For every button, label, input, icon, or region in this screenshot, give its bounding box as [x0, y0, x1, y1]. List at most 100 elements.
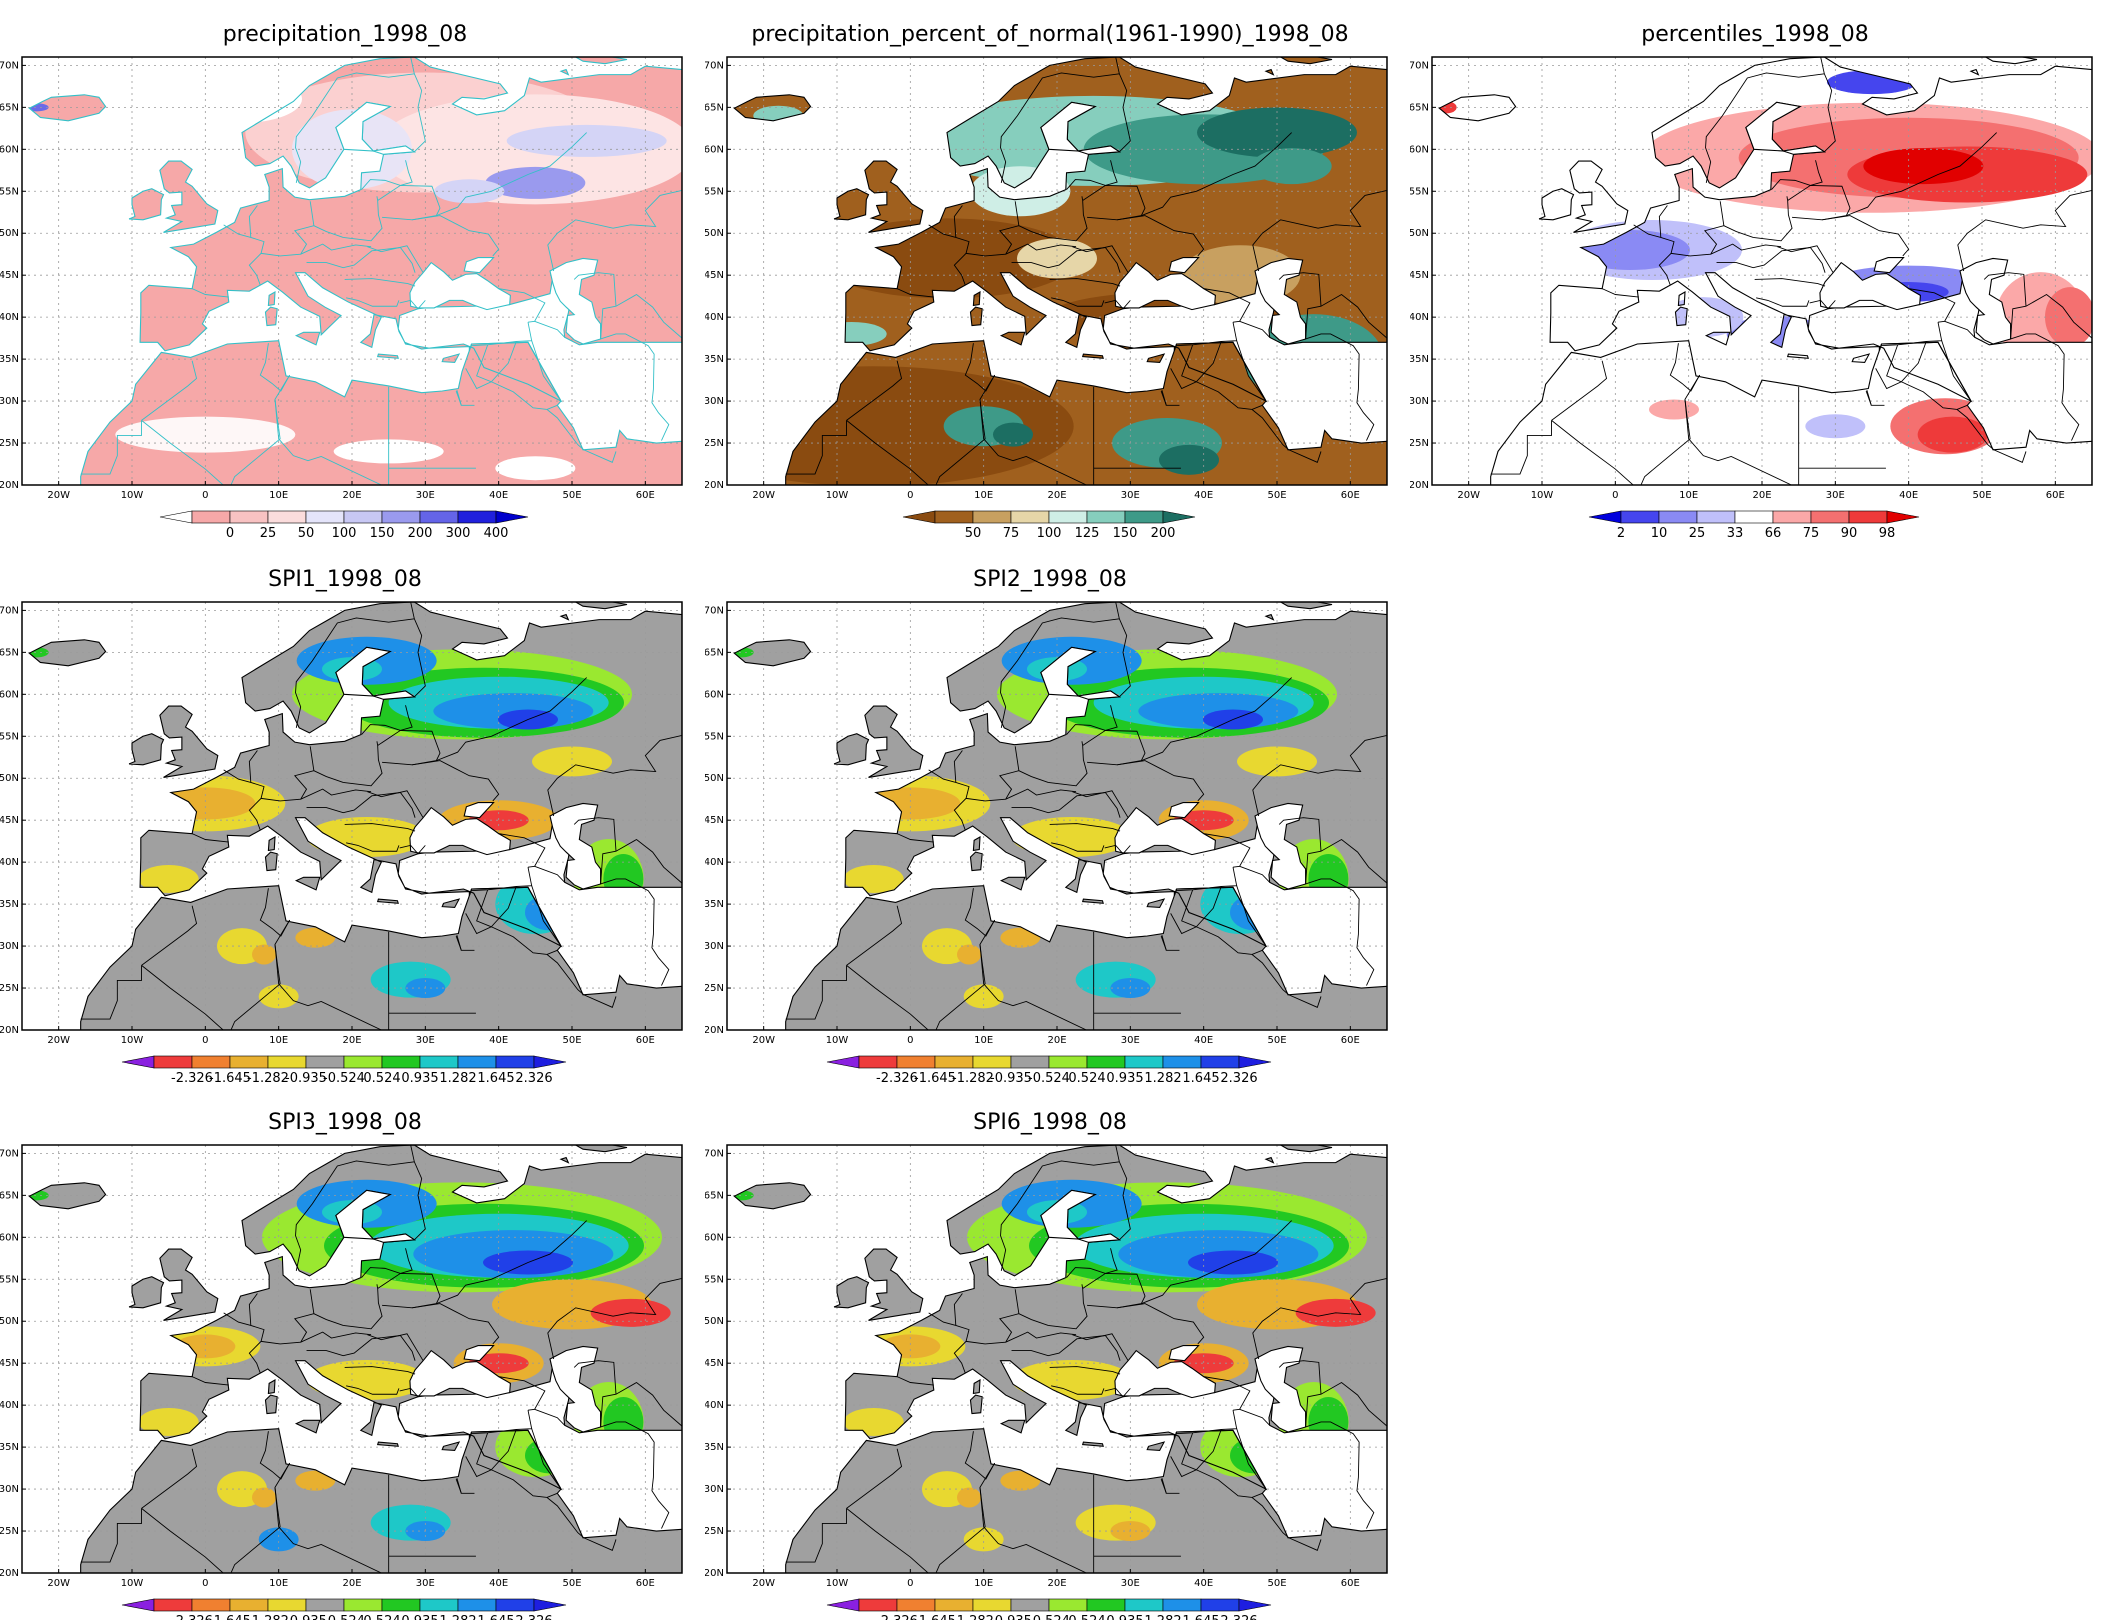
longitude-label: 20E [1047, 1035, 1066, 1046]
country-border [1236, 340, 1267, 402]
longitude-label: 10W [826, 1578, 849, 1589]
panel-spi3: SPI3_1998_08 70N 65N 60N 55N 50N 45N 40N 35N 30N… [0, 1108, 690, 1620]
longitude-label: 20W [752, 1578, 775, 1589]
country-border [1181, 1432, 1197, 1471]
colorbar-label: 0 [226, 526, 234, 540]
country-border [846, 360, 903, 421]
coastline [376, 898, 399, 904]
country-border [491, 381, 558, 410]
coastline [80, 1428, 682, 1573]
longitude-label: 30E [1826, 490, 1845, 501]
coastline [80, 885, 682, 1030]
colorbar-label: 0.935 [1106, 1614, 1143, 1620]
country-border [476, 344, 492, 383]
colorbar-segment [858, 1598, 898, 1612]
coastline [267, 290, 276, 307]
colorbar-label: -1.645 [209, 1071, 251, 1085]
country-border [600, 293, 682, 340]
colorbar-label: -2.326 [171, 1614, 213, 1620]
country-border [1115, 1145, 1131, 1241]
latitude-label: 55N [0, 1274, 19, 1285]
latitude-label: 40N [705, 1400, 724, 1411]
longitude-label: 60E [636, 490, 655, 501]
latitude-label: 35N [705, 1442, 724, 1453]
country-border [1865, 390, 1872, 406]
latitude-label: 20N [0, 480, 19, 491]
colorbar-segment [153, 1055, 193, 1069]
data-blob [1000, 1470, 1041, 1491]
colorbar-label: 1.282 [1144, 1614, 1181, 1620]
country-border [1640, 399, 1691, 485]
coastline [999, 331, 1026, 346]
country-border [534, 1408, 565, 1426]
colorbar-label: 400 [484, 526, 509, 540]
country-border [436, 677, 587, 762]
longitude-label: 50E [1267, 1035, 1286, 1046]
latitude-label: 20N [0, 1025, 19, 1036]
country-border [1018, 196, 1088, 242]
colorbar-segment [457, 1598, 497, 1612]
country-border [306, 792, 416, 818]
colorbar-label: 0.935 [1106, 1071, 1143, 1085]
longitude-label: 0 [202, 1578, 208, 1589]
colorbar-segment [267, 510, 307, 524]
coastline [1081, 898, 1104, 904]
longitude-label: 30E [1121, 1035, 1140, 1046]
country-border [412, 760, 500, 802]
colorbar-segment [457, 510, 497, 524]
latitude-label: 70N [1410, 60, 1429, 71]
colorbar-segment [1086, 1055, 1126, 1069]
colorbar-under-arrow [826, 1598, 860, 1612]
coastline [1264, 1156, 1275, 1164]
country-border [191, 1376, 229, 1386]
country-border [498, 833, 546, 868]
colorbar-segment [1086, 510, 1126, 524]
latitude-label: 40N [705, 857, 724, 868]
data-blob [258, 984, 299, 1009]
country-border [547, 1277, 682, 1360]
country-border [896, 288, 934, 298]
country-border [300, 243, 372, 255]
colorbar-label: 25 [1689, 526, 1706, 540]
coastline [574, 1145, 628, 1153]
country-border [1716, 247, 1826, 273]
country-border [1196, 1469, 1263, 1498]
country-border [935, 1487, 986, 1573]
latitude-label: 65N [705, 647, 724, 658]
inland-sea [1040, 101, 1097, 152]
country-border [1141, 132, 1292, 217]
colorbar-label: 0.524 [1068, 1071, 1105, 1085]
latitude-label: 20N [0, 1568, 19, 1579]
latitude-label: 65N [705, 1190, 724, 1201]
country-border [846, 965, 929, 1030]
country-border [1051, 297, 1105, 307]
colorbar-label: -0.524 [1028, 1614, 1070, 1620]
colorbar-label: -0.935 [990, 1071, 1032, 1085]
country-border [1115, 57, 1131, 153]
country-border [344, 1366, 416, 1375]
colorbar-label: 1.645 [477, 1071, 514, 1085]
country-border [1236, 885, 1267, 947]
colorbar: 0 25 50 100 150 200 300 400 [159, 510, 529, 540]
colorbar: 2 10 25 33 66 75 90 98 [1588, 510, 1920, 540]
country-border [2010, 293, 2092, 340]
latitude-label: 45N [0, 815, 19, 826]
latitude-label: 65N [0, 102, 19, 113]
latitude-label: 50N [0, 228, 19, 239]
latitude-label: 40N [1410, 312, 1429, 323]
colorbar-segment [1010, 510, 1050, 524]
country-border [306, 247, 416, 273]
country-border [1941, 340, 1972, 402]
colorbar-label: -0.935 [990, 1614, 1032, 1620]
colorbar-label: 150 [370, 526, 395, 540]
colorbar-label: -1.645 [914, 1614, 956, 1620]
coastline [441, 353, 461, 364]
latitude-label: 45N [0, 270, 19, 281]
coastline [785, 1428, 1387, 1573]
country-border [1051, 1385, 1105, 1395]
latitude-label: 45N [705, 1358, 724, 1369]
country-border [1908, 288, 1956, 323]
longitude-label: 10E [269, 1578, 288, 1589]
country-border [141, 965, 224, 1030]
country-border [1252, 189, 1387, 272]
